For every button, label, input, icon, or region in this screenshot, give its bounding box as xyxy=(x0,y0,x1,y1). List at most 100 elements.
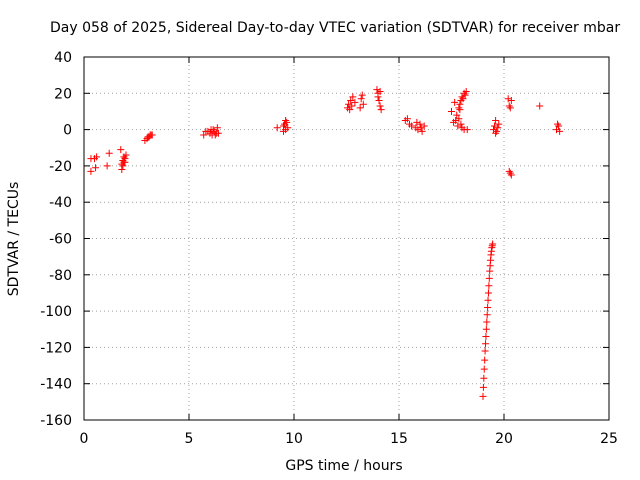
data-point xyxy=(485,282,493,290)
data-point xyxy=(414,126,422,134)
data-point xyxy=(376,102,384,110)
data-point xyxy=(492,129,500,137)
y-tick-label: -80 xyxy=(49,268,72,284)
data-point xyxy=(357,95,365,103)
data-point xyxy=(485,274,493,282)
data-point xyxy=(403,115,411,123)
y-tick-label: 40 xyxy=(54,50,72,66)
data-point xyxy=(482,333,490,341)
data-point xyxy=(462,87,470,95)
data-point xyxy=(200,131,208,139)
data-point xyxy=(506,104,514,112)
data-point xyxy=(345,100,353,108)
x-tick-label: 25 xyxy=(600,431,618,447)
data-point xyxy=(375,97,383,105)
data-point xyxy=(553,126,560,134)
y-tick-label: -100 xyxy=(40,304,72,320)
data-point xyxy=(211,131,219,139)
y-tick-label: -160 xyxy=(40,413,72,429)
data-point xyxy=(491,122,499,130)
data-point xyxy=(555,122,563,130)
data-point xyxy=(454,122,462,130)
data-point xyxy=(418,127,426,135)
data-point xyxy=(408,122,416,130)
data-point xyxy=(458,93,466,101)
data-point xyxy=(554,120,562,128)
data-point xyxy=(495,120,503,128)
x-tick-label: 5 xyxy=(185,431,194,447)
data-point xyxy=(484,289,492,297)
data-point xyxy=(536,102,544,110)
data-point xyxy=(505,167,513,175)
tick-labels: 0 5 10 15 20 25 -160 -140 -120 -100 -80 -60 -40 -20 0 2… xyxy=(40,50,618,447)
data-point xyxy=(120,158,128,166)
data-point xyxy=(105,149,113,157)
data-point xyxy=(480,374,488,382)
data-point xyxy=(504,95,512,103)
data-point xyxy=(506,169,514,177)
data-point xyxy=(493,127,501,135)
data-point xyxy=(456,106,464,114)
data-point xyxy=(556,127,564,135)
data-point xyxy=(416,120,424,128)
data-point xyxy=(87,167,95,175)
x-tick-label: 0 xyxy=(80,431,89,447)
data-point xyxy=(207,126,215,134)
data-point xyxy=(489,240,497,248)
data-point xyxy=(494,124,502,132)
data-point xyxy=(373,86,381,94)
data-point xyxy=(118,166,126,174)
data-point xyxy=(356,104,364,112)
data-point xyxy=(121,155,129,163)
y-tick-label: -20 xyxy=(49,159,72,175)
data-point xyxy=(452,117,460,125)
y-tick-label: 0 xyxy=(63,123,72,139)
data-point xyxy=(273,124,281,132)
data-point xyxy=(482,340,490,348)
data-point xyxy=(461,91,469,99)
data-point xyxy=(481,347,489,355)
data-point xyxy=(483,318,491,326)
data-point xyxy=(457,120,465,128)
x-tick-label: 20 xyxy=(495,431,513,447)
y-tick-label: -120 xyxy=(40,340,72,356)
data-point xyxy=(348,102,356,110)
data-point xyxy=(480,365,488,373)
y-tick-label: -40 xyxy=(49,195,72,211)
data-point xyxy=(148,131,156,139)
data-point xyxy=(103,162,111,170)
data-point xyxy=(280,127,287,135)
data-point xyxy=(213,124,221,132)
data-point xyxy=(420,122,428,130)
y-tick-label: -60 xyxy=(49,232,72,248)
data-point xyxy=(283,118,291,126)
data-point xyxy=(413,118,421,126)
data-point xyxy=(455,104,463,112)
data-point xyxy=(346,106,354,114)
x-axis-label: GPS time / hours xyxy=(285,458,402,474)
plot-frame xyxy=(83,56,610,421)
data-point xyxy=(459,95,467,103)
data-point xyxy=(87,155,95,163)
data-point xyxy=(417,124,425,132)
data-point xyxy=(479,392,487,400)
data-points xyxy=(87,86,564,400)
data-point xyxy=(492,117,500,125)
y-axis-label: SDTVAR / TECUs xyxy=(6,182,22,297)
data-point xyxy=(117,146,125,154)
data-point xyxy=(119,162,127,170)
chart-title: Day 058 of 2025, Sidereal Day-to-day VTE… xyxy=(50,20,620,36)
data-point xyxy=(507,97,515,105)
data-point xyxy=(377,106,385,114)
data-point xyxy=(376,87,384,95)
data-point xyxy=(374,93,382,101)
x-tick-label: 15 xyxy=(390,431,408,447)
y-tick-label: -140 xyxy=(40,377,72,393)
data-point xyxy=(448,107,455,115)
data-point xyxy=(284,124,292,132)
data-point xyxy=(484,303,492,311)
data-point xyxy=(349,93,357,101)
grid-lines xyxy=(84,57,609,420)
data-point xyxy=(93,153,101,161)
